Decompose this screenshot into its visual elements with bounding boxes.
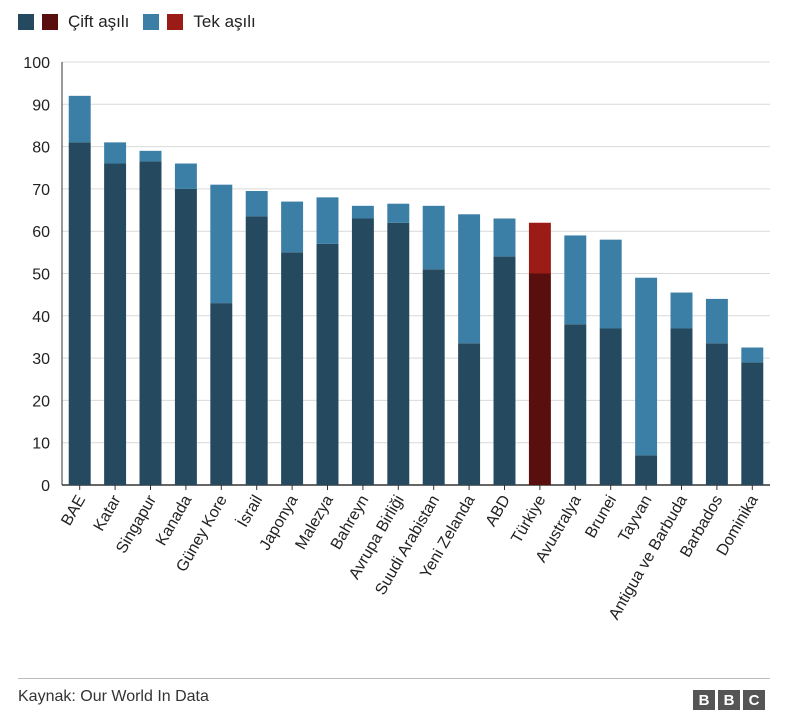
bar-full-12 (493, 256, 516, 485)
legend-swatch-full-default (18, 14, 34, 30)
bar-partial-2 (139, 150, 162, 162)
bbc-logo-letter: C (743, 690, 765, 710)
bar-partial-18 (705, 298, 728, 344)
y-tick-label: 70 (32, 182, 50, 199)
bar-partial-16 (635, 277, 658, 456)
bar-full-15 (599, 328, 622, 485)
bbc-logo: B B C (690, 690, 765, 710)
y-tick-label: 0 (41, 478, 50, 495)
bbc-logo-letter: B (718, 690, 740, 710)
y-tick-label: 10 (32, 436, 50, 453)
source-note: Kaynak: Our World In Data (18, 688, 209, 705)
x-tick-label: ABD (483, 493, 514, 530)
bar-partial-7 (316, 197, 339, 244)
legend-swatch-full-highlight (42, 14, 58, 30)
y-tick-label: 30 (32, 351, 50, 368)
x-tick-label: İsrail (233, 492, 266, 531)
bar-partial-9 (387, 203, 410, 223)
bar-full-5 (245, 216, 268, 485)
bar-partial-17 (670, 292, 693, 329)
bar-partial-6 (281, 201, 304, 253)
bar-full-9 (387, 222, 410, 486)
legend: Çift aşılı Tek aşılı (18, 10, 270, 34)
y-tick-label: 40 (32, 309, 50, 326)
bar-full-6 (281, 252, 304, 485)
legend-swatch-partial-highlight (167, 14, 184, 30)
bar-full-4 (210, 303, 233, 485)
bar-partial-4 (210, 184, 233, 304)
legend-swatch-partial-default (143, 14, 160, 30)
legend-item-full: Çift aşılı (18, 12, 129, 32)
x-tick-label: BAE (58, 493, 89, 529)
bar-full-0 (68, 142, 91, 485)
bbc-logo-letter: B (693, 690, 715, 710)
y-tick-label: 60 (32, 224, 50, 241)
bar-full-19 (741, 362, 764, 485)
bar-full-7 (316, 243, 339, 485)
bar-partial-10 (422, 205, 445, 270)
bar-partial-13 (528, 222, 551, 274)
bar-full-16 (635, 455, 658, 485)
y-tick-label: 90 (32, 97, 50, 114)
y-tick-label: 20 (32, 393, 50, 410)
y-tick-label: 80 (32, 140, 50, 157)
bar-partial-1 (104, 142, 127, 164)
y-tick-label: 100 (23, 55, 50, 72)
bar-partial-19 (741, 347, 764, 363)
bar-full-1 (104, 163, 127, 485)
x-tick-label: Katar (91, 492, 125, 534)
bar-partial-8 (351, 205, 374, 219)
bar-partial-14 (564, 235, 587, 325)
bar-full-8 (351, 218, 374, 485)
bar-full-11 (458, 343, 481, 485)
bar-partial-3 (174, 163, 197, 189)
bar-full-10 (422, 269, 445, 485)
bar-full-3 (174, 188, 197, 485)
bar-partial-0 (68, 95, 91, 143)
bar-full-14 (564, 324, 587, 485)
footer-divider (18, 678, 770, 679)
bar-full-18 (705, 343, 728, 485)
legend-label-full: Çift aşılı (68, 12, 130, 31)
legend-label-partial: Tek aşılı (193, 12, 256, 31)
bar-full-2 (139, 161, 162, 485)
x-tick-label: Brunei (582, 493, 620, 542)
bar-full-13 (528, 273, 551, 485)
y-tick-label: 50 (32, 267, 50, 284)
bar-partial-15 (599, 239, 622, 329)
bar-partial-11 (458, 214, 481, 344)
bar-full-17 (670, 328, 693, 485)
legend-item-partial: Tek aşılı (143, 12, 256, 32)
bar-partial-5 (245, 191, 268, 217)
bar-partial-12 (493, 218, 516, 257)
